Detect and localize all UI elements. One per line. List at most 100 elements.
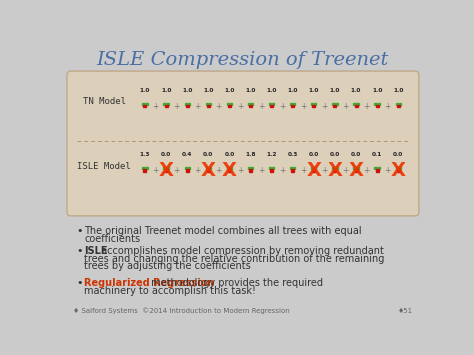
Bar: [207, 105, 210, 108]
Bar: [142, 167, 145, 169]
Bar: [248, 167, 250, 169]
Bar: [399, 167, 401, 169]
Text: +: +: [216, 166, 222, 175]
Bar: [333, 105, 337, 108]
Bar: [333, 169, 337, 172]
Bar: [251, 167, 253, 169]
Text: trees and changing the relative contribution of the remaining: trees and changing the relative contribu…: [84, 253, 384, 263]
Text: machinery to accomplish this task!: machinery to accomplish this task!: [84, 286, 256, 296]
Bar: [166, 167, 169, 169]
Text: ISLE Compression of Treenet: ISLE Compression of Treenet: [97, 50, 389, 69]
Text: X: X: [348, 161, 364, 180]
Text: 0.0: 0.0: [351, 152, 361, 157]
Bar: [293, 103, 295, 105]
Bar: [164, 167, 166, 169]
Text: +: +: [173, 166, 180, 175]
Text: 0.1: 0.1: [372, 152, 383, 157]
Text: +: +: [258, 166, 264, 175]
Bar: [397, 105, 400, 108]
Bar: [375, 169, 379, 172]
Text: trees by adjusting the coefficients: trees by adjusting the coefficients: [84, 261, 251, 271]
Bar: [272, 103, 274, 105]
Bar: [186, 105, 189, 108]
Text: 0.4: 0.4: [182, 152, 192, 157]
Text: X: X: [306, 161, 321, 180]
Text: +: +: [364, 102, 370, 111]
Text: 1.0: 1.0: [203, 88, 213, 93]
Text: +: +: [384, 166, 391, 175]
Bar: [269, 103, 271, 105]
Text: Regularized Regression: Regularized Regression: [84, 278, 214, 288]
Text: 1.8: 1.8: [245, 152, 256, 157]
Text: •: •: [76, 278, 83, 288]
Text: +: +: [342, 102, 349, 111]
Bar: [144, 105, 146, 108]
Bar: [249, 169, 252, 172]
Bar: [396, 167, 398, 169]
Bar: [184, 167, 187, 169]
Text: +: +: [173, 102, 180, 111]
Text: 1.0: 1.0: [182, 88, 192, 93]
Text: 1.0: 1.0: [246, 88, 255, 93]
Bar: [227, 103, 229, 105]
Text: ♦ Salford Systems  ©2014 Introduction to Modern Regression: ♦ Salford Systems ©2014 Introduction to …: [73, 307, 290, 314]
Text: X: X: [159, 161, 173, 180]
Bar: [186, 169, 189, 172]
Text: 1.2: 1.2: [266, 152, 277, 157]
Bar: [356, 103, 359, 105]
Bar: [291, 105, 294, 108]
Text: +: +: [237, 102, 243, 111]
Bar: [290, 167, 292, 169]
Text: methodology provides the required: methodology provides the required: [147, 278, 323, 288]
Bar: [146, 167, 147, 169]
Text: 1.0: 1.0: [140, 88, 150, 93]
Text: +: +: [279, 102, 285, 111]
Bar: [206, 167, 208, 169]
Bar: [209, 167, 211, 169]
Bar: [397, 169, 400, 172]
Bar: [353, 167, 356, 169]
Bar: [206, 103, 208, 105]
Bar: [311, 103, 313, 105]
Text: +: +: [152, 102, 159, 111]
Text: 1.0: 1.0: [309, 88, 319, 93]
Bar: [227, 167, 229, 169]
Text: 1.0: 1.0: [266, 88, 277, 93]
Text: +: +: [216, 102, 222, 111]
Bar: [164, 169, 168, 172]
Bar: [209, 103, 211, 105]
Text: +: +: [152, 166, 159, 175]
Text: X: X: [201, 161, 216, 180]
Text: X: X: [328, 161, 342, 180]
Bar: [249, 105, 252, 108]
Bar: [188, 103, 190, 105]
Text: •: •: [76, 246, 83, 256]
Text: 0.0: 0.0: [309, 152, 319, 157]
Text: 1.0: 1.0: [372, 88, 383, 93]
Text: •: •: [76, 226, 83, 236]
Bar: [355, 105, 357, 108]
Bar: [311, 167, 313, 169]
Text: ♦51: ♦51: [398, 307, 413, 313]
Bar: [293, 167, 295, 169]
Text: 1.3: 1.3: [140, 152, 150, 157]
Text: accomplishes model compression by removing redundant: accomplishes model compression by removi…: [98, 246, 384, 256]
Bar: [314, 103, 317, 105]
Text: 1.0: 1.0: [161, 88, 171, 93]
Bar: [375, 105, 379, 108]
Bar: [396, 103, 398, 105]
Bar: [270, 169, 273, 172]
Bar: [312, 169, 315, 172]
Text: 0.0: 0.0: [393, 152, 403, 157]
Text: 0.0: 0.0: [203, 152, 213, 157]
Text: 1.0: 1.0: [288, 88, 298, 93]
Bar: [228, 105, 231, 108]
Bar: [272, 167, 274, 169]
Bar: [377, 103, 380, 105]
Text: +: +: [321, 166, 328, 175]
Text: 1.0: 1.0: [351, 88, 361, 93]
Text: coefficients: coefficients: [84, 234, 140, 244]
Text: +: +: [279, 166, 285, 175]
Text: 1.0: 1.0: [330, 88, 340, 93]
Text: ISLE: ISLE: [84, 246, 108, 256]
